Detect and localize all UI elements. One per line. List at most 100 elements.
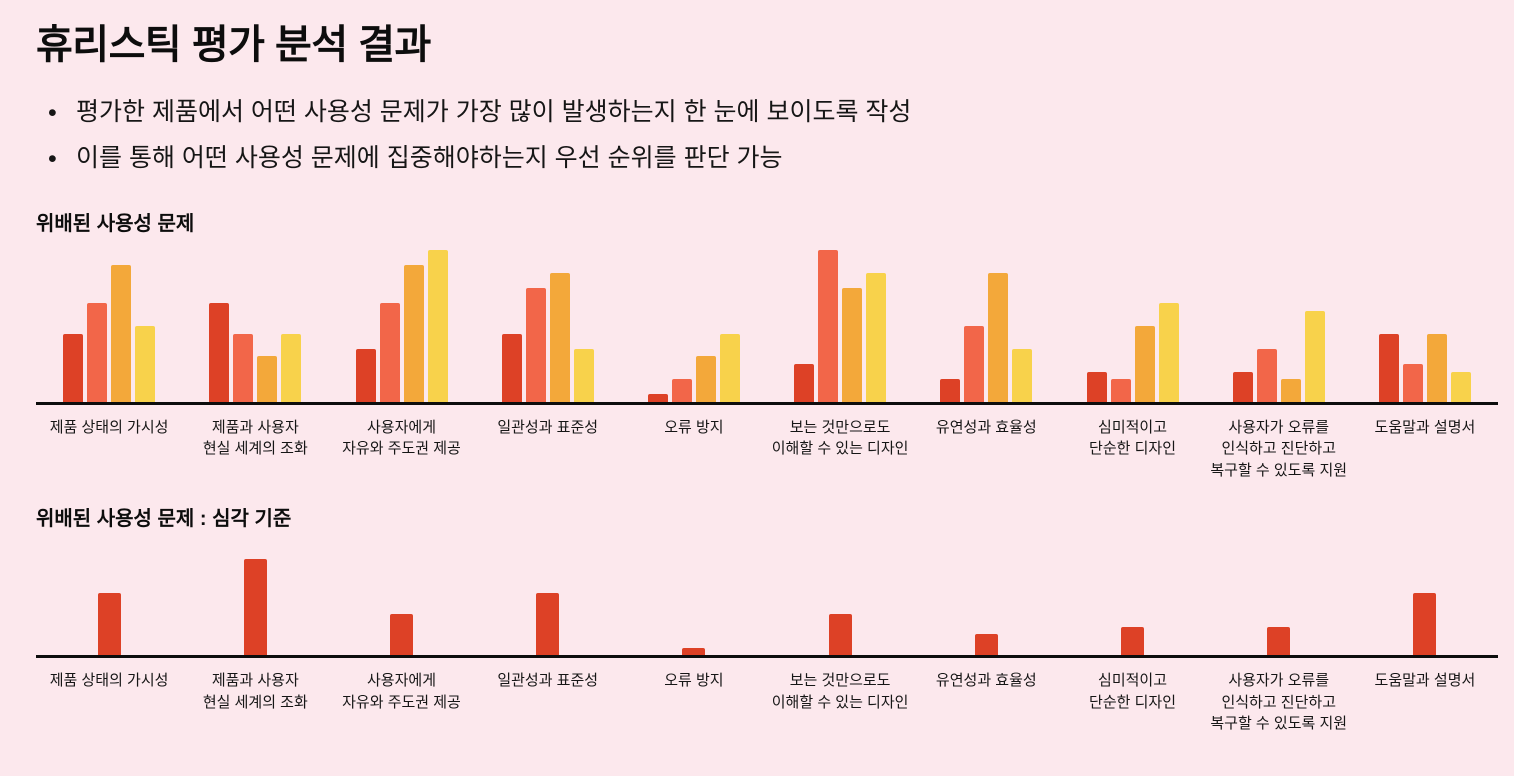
bar-yellow bbox=[1158, 302, 1179, 402]
bar-group bbox=[621, 333, 767, 402]
bar-group bbox=[328, 249, 474, 402]
bar-yellow bbox=[719, 333, 740, 402]
category-label: 도움말과 설명서 bbox=[1374, 418, 1476, 436]
bar-coral bbox=[1110, 378, 1131, 402]
category-label: 제품 상태의 가시성 bbox=[49, 671, 169, 689]
bar-group bbox=[767, 613, 913, 655]
category-label: 사용자가 오류를 인식하고 진단하고 복구할 수 있도록 지원 bbox=[1210, 671, 1348, 733]
category-label: 유연성과 효율성 bbox=[935, 418, 1037, 436]
bar-orange bbox=[549, 272, 570, 402]
category-label: 오류 방지 bbox=[664, 671, 724, 689]
category-label: 사용자가 오류를 인식하고 진단하고 복구할 수 있도록 지원 bbox=[1210, 418, 1348, 480]
category-label: 제품과 사용자 현실 세계의 조화 bbox=[202, 671, 308, 711]
bar-orange bbox=[257, 355, 278, 402]
bullet-item: • 이를 통해 어떤 사용성 문제에 집중해야하는지 우선 순위를 판단 가능 bbox=[42, 144, 1514, 173]
bar-yellow bbox=[573, 348, 594, 402]
bar-chart-severity: 제품 상태의 가시성 제품과 사용자 현실 세계의 조화 사용자에게 자유와 주도권… bbox=[36, 545, 1498, 735]
bar-coral bbox=[379, 302, 400, 402]
bar-group bbox=[182, 302, 328, 402]
bar-red bbox=[1086, 371, 1107, 402]
bullet-list: • 평가한 제품에서 어떤 사용성 문제가 가장 많이 발생하는지 한 눈에 보… bbox=[42, 98, 1514, 173]
bar-coral bbox=[671, 378, 692, 402]
bullet-text: 평가한 제품에서 어떤 사용성 문제가 가장 많이 발생하는지 한 눈에 보이도… bbox=[76, 98, 912, 126]
bar-group bbox=[913, 272, 1059, 402]
bar-red bbox=[1232, 371, 1253, 402]
bar-yellow bbox=[1450, 371, 1471, 402]
bar-red bbox=[794, 363, 815, 402]
bar-group bbox=[475, 592, 621, 655]
bar-yellow bbox=[281, 333, 302, 402]
bar-chart-violations: 제품 상태의 가시성 제품과 사용자 현실 세계의 조화 사용자에게 자유와 주도권… bbox=[36, 249, 1498, 482]
bar-group bbox=[36, 592, 182, 655]
category-label: 보는 것만으로도 이해할 수 있는 디자인 bbox=[771, 671, 909, 711]
category-label: 사용자에게 자유와 주도권 제공 bbox=[342, 418, 461, 458]
bar-red bbox=[355, 348, 376, 402]
plot-area bbox=[36, 545, 1498, 658]
category-label: 보는 것만으로도 이해할 수 있는 디자인 bbox=[771, 418, 909, 458]
chart-section-severity: 위배된 사용성 문제 : 심각 기준 제품 상태의 가시성 제품과 사용자 현실 … bbox=[36, 502, 1498, 735]
category-label: 오류 방지 bbox=[664, 418, 724, 436]
bar-group bbox=[767, 249, 913, 402]
x-axis-labels: 제품 상태의 가시성 제품과 사용자 현실 세계의 조화 사용자에게 자유와 주도권… bbox=[36, 670, 1498, 735]
bar-red bbox=[647, 393, 668, 402]
bar-coral bbox=[233, 333, 254, 402]
bar-coral bbox=[1402, 363, 1423, 402]
bar-red bbox=[682, 647, 706, 655]
bar-group bbox=[475, 272, 621, 402]
category-label: 일관성과 표준성 bbox=[497, 418, 599, 436]
bar-red bbox=[209, 302, 230, 402]
chart-title-violations: 위배된 사용성 문제 bbox=[36, 212, 195, 235]
bar-orange bbox=[1280, 378, 1301, 402]
bar-red bbox=[1267, 626, 1291, 655]
bar-group bbox=[328, 613, 474, 655]
category-label: 유연성과 효율성 bbox=[935, 671, 1037, 689]
bar-coral bbox=[964, 325, 985, 402]
bar-orange bbox=[695, 355, 716, 402]
page-title: 휴리스틱 평가 분석 결과 bbox=[36, 23, 431, 67]
bar-coral bbox=[1256, 348, 1277, 402]
bar-group bbox=[1206, 310, 1352, 402]
bar-orange bbox=[988, 272, 1009, 402]
bar-coral bbox=[525, 287, 546, 402]
x-axis-labels: 제품 상태의 가시성 제품과 사용자 현실 세계의 조화 사용자에게 자유와 주도권… bbox=[36, 417, 1498, 482]
bar-red bbox=[501, 333, 522, 402]
bar-group bbox=[1352, 333, 1498, 402]
bar-orange bbox=[1134, 325, 1155, 402]
bar-group bbox=[182, 558, 328, 655]
category-label: 사용자에게 자유와 주도권 제공 bbox=[342, 671, 461, 711]
bullet-text: 이를 통해 어떤 사용성 문제에 집중해야하는지 우선 순위를 판단 가능 bbox=[76, 143, 783, 172]
bar-group bbox=[36, 264, 182, 402]
bar-yellow bbox=[1304, 310, 1325, 402]
bar-orange bbox=[111, 264, 132, 402]
plot-area bbox=[36, 249, 1498, 405]
bar-yellow bbox=[427, 249, 448, 402]
category-label: 제품 상태의 가시성 bbox=[49, 418, 169, 436]
bar-red bbox=[828, 613, 852, 655]
bar-group bbox=[1059, 302, 1205, 402]
category-label: 도움말과 설명서 bbox=[1374, 671, 1476, 689]
bar-coral bbox=[818, 249, 839, 402]
bar-red bbox=[390, 613, 413, 655]
bar-orange bbox=[842, 287, 863, 402]
bar-yellow bbox=[135, 325, 156, 402]
bar-group bbox=[913, 633, 1059, 655]
category-label: 심미적이고 단순한 디자인 bbox=[1089, 418, 1176, 458]
bar-red bbox=[1121, 626, 1145, 655]
bar-red bbox=[1413, 592, 1437, 655]
bar-group bbox=[1206, 626, 1352, 655]
bar-orange bbox=[1426, 333, 1447, 402]
bar-red bbox=[940, 378, 961, 402]
bar-group bbox=[621, 647, 767, 655]
bar-red bbox=[536, 592, 560, 655]
bar-red bbox=[63, 333, 84, 402]
bar-orange bbox=[403, 264, 424, 402]
category-label: 심미적이고 단순한 디자인 bbox=[1089, 671, 1176, 711]
category-label: 일관성과 표준성 bbox=[497, 671, 599, 689]
chart-section-violations: 위배된 사용성 문제 제품 상태의 가시성 제품과 사용자 현실 세계의 조화 사용… bbox=[36, 207, 1498, 482]
bullet-marker-icon: • bbox=[48, 144, 57, 173]
bullet-marker-icon: • bbox=[48, 99, 57, 127]
bar-group bbox=[1059, 626, 1205, 655]
bar-coral bbox=[87, 302, 108, 402]
bar-yellow bbox=[1012, 348, 1033, 402]
